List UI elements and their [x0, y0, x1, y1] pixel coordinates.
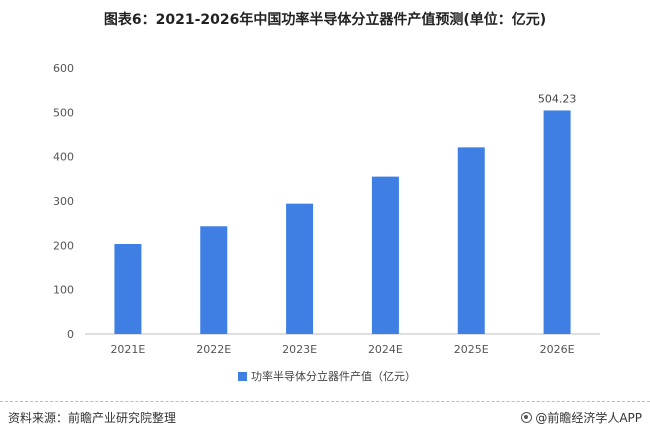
- data-label: 504.23: [538, 92, 577, 105]
- bar-chart: 0 100 200 300 400 500 600 2021E 2022E 2023E 2024E…: [53, 62, 600, 383]
- bar-2024E: [371, 176, 399, 334]
- y-tick-label: 500: [53, 106, 74, 119]
- source-note: 资料来源：前瞻产业研究院整理: [8, 411, 177, 425]
- y-tick-label: 100: [53, 284, 74, 297]
- y-tick-label: 400: [53, 151, 74, 164]
- brand-logo-icon: [521, 412, 533, 423]
- x-tick-label: 2024E: [368, 343, 403, 356]
- legend-label: 功率半导体分立器件产值（亿元）: [251, 369, 416, 383]
- legend: 功率半导体分立器件产值（亿元）: [238, 369, 416, 383]
- bar-2025E: [457, 147, 485, 334]
- y-tick-label: 300: [53, 195, 74, 208]
- footer-divider: [0, 401, 650, 402]
- bars: [114, 110, 571, 334]
- y-tick-label: 0: [67, 328, 74, 341]
- data-labels: 504.23: [538, 92, 577, 105]
- bar-2022E: [200, 226, 228, 334]
- y-axis-ticks: 0 100 200 300 400 500 600: [53, 62, 74, 341]
- x-tick-label: 2022E: [196, 343, 231, 356]
- x-axis-ticks: 2021E 2022E 2023E 2024E 2025E 2026E: [110, 343, 574, 356]
- brand-credit: @前瞻经济学人APP: [521, 409, 642, 426]
- legend-swatch: [238, 372, 247, 381]
- bar-2026E: [543, 110, 571, 334]
- x-tick-label: 2026E: [540, 343, 575, 356]
- bar-2023E: [286, 203, 314, 334]
- brand-label: @前瞻经济学人APP: [535, 411, 642, 425]
- bar-2021E: [114, 244, 142, 334]
- x-tick-label: 2023E: [282, 343, 317, 356]
- chart-title: 图表6：2021-2026年中国功率半导体分立器件产值预测(单位：亿元): [103, 12, 547, 28]
- x-tick-label: 2025E: [454, 343, 489, 356]
- y-tick-label: 200: [53, 239, 74, 252]
- x-tick-label: 2021E: [110, 343, 145, 356]
- y-tick-label: 600: [53, 62, 74, 75]
